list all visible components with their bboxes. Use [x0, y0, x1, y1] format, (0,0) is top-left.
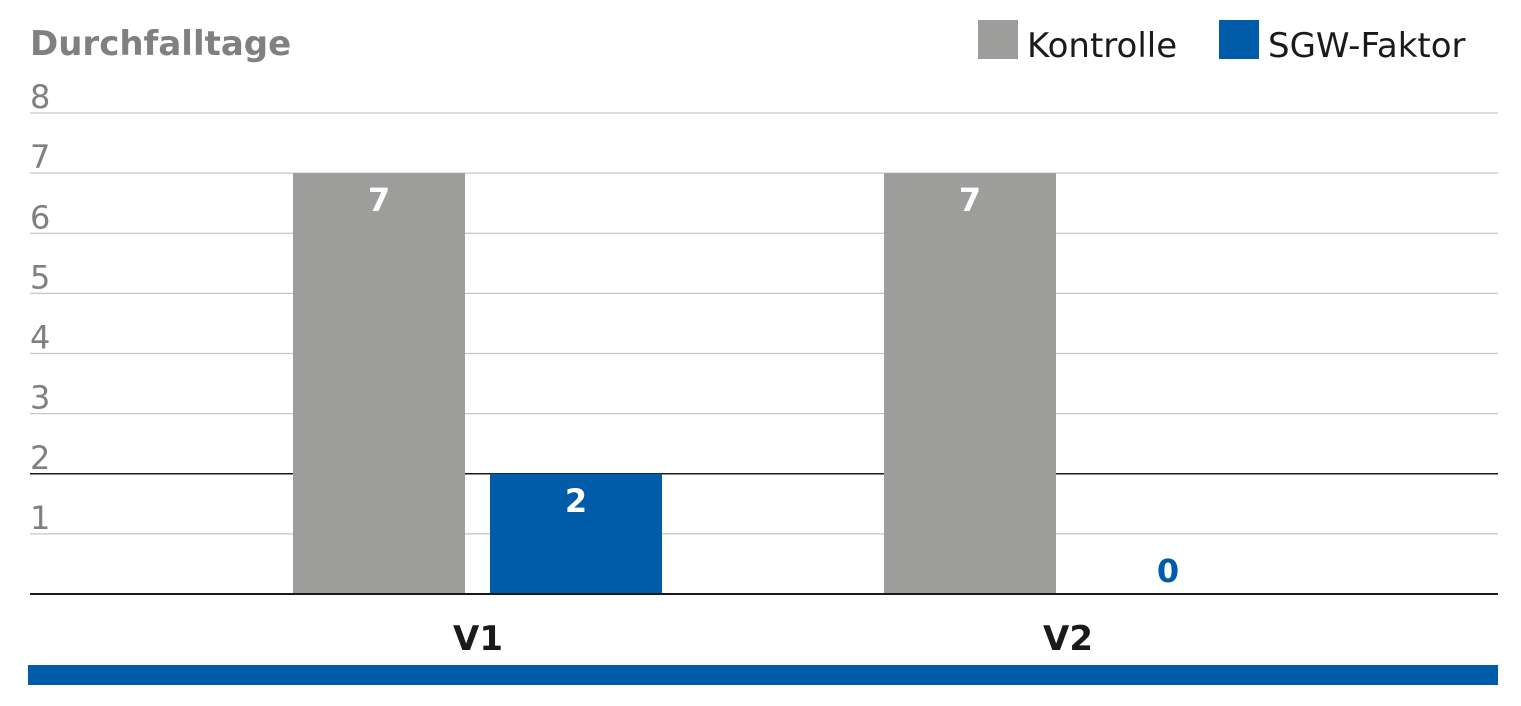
bottom-accent-band — [28, 665, 1498, 685]
y-tick-5: 5 — [30, 258, 50, 296]
y-tick-labels: 1 2 3 4 5 6 7 8 — [30, 78, 50, 537]
legend-label-sgw-faktor: SGW-Faktor — [1268, 26, 1466, 66]
y-tick-4: 4 — [30, 319, 50, 357]
bars — [293, 173, 1056, 594]
y-tick-3: 3 — [30, 379, 50, 417]
x-tick-labels: V1 V2 — [453, 619, 1093, 659]
legend-swatch-sgw-faktor — [1219, 20, 1259, 59]
data-label-v2-sgw-faktor: 0 — [1157, 552, 1179, 590]
y-tick-7: 7 — [30, 138, 50, 176]
bar-v1-sgw-faktor — [490, 473, 662, 594]
data-labels: 7 2 7 0 — [368, 181, 1179, 590]
legend: Kontrolle SGW-Faktor — [978, 20, 1466, 66]
y-axis-label: Durchfalltage — [30, 24, 291, 64]
x-tick-v2: V2 — [1043, 619, 1093, 659]
y-tick-6: 6 — [30, 198, 50, 236]
y-tick-2: 2 — [30, 439, 50, 477]
data-label-v1-kontrolle: 7 — [368, 181, 390, 219]
data-label-v1-sgw-faktor: 2 — [565, 482, 587, 520]
legend-label-kontrolle: Kontrolle — [1027, 26, 1177, 66]
bar-v2-kontrolle — [884, 173, 1056, 594]
y-tick-1: 1 — [30, 499, 50, 537]
data-label-v2-kontrolle: 7 — [959, 181, 981, 219]
bar-v1-kontrolle — [293, 173, 465, 594]
y-tick-8: 8 — [30, 78, 50, 116]
legend-swatch-kontrolle — [978, 20, 1018, 59]
x-tick-v1: V1 — [453, 619, 503, 659]
gridlines — [30, 112, 1498, 535]
